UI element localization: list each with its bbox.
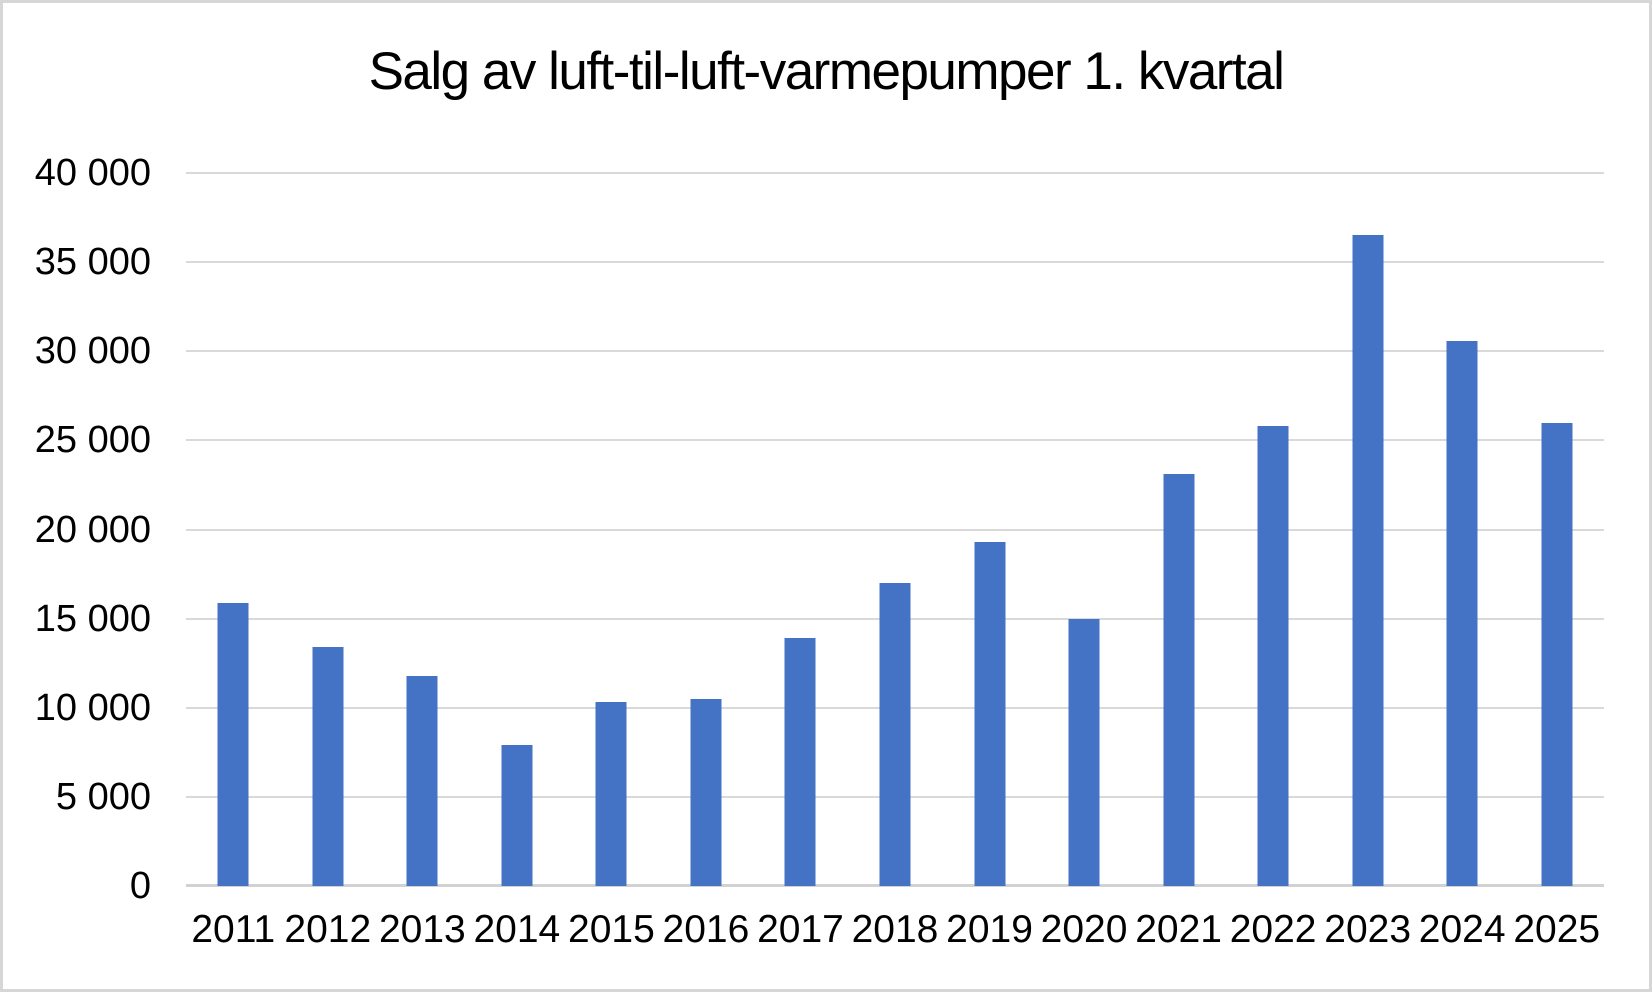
y-tick-label: 30 000 — [34, 330, 151, 373]
x-tick-label: 2011 — [191, 908, 276, 951]
bar-2025 — [1541, 422, 1573, 886]
gridline — [186, 439, 1604, 442]
x-tick-label: 2016 — [662, 908, 750, 951]
bar-2016 — [690, 698, 722, 886]
x-tick-label: 2025 — [1513, 908, 1601, 951]
bar-column-2021 — [1131, 173, 1226, 886]
x-tick-label: 2024 — [1418, 908, 1506, 951]
y-tick-label: 15 000 — [34, 597, 151, 640]
bar-column-2022 — [1226, 173, 1321, 886]
bar-column-2023 — [1320, 173, 1415, 886]
bar-column-2016 — [659, 173, 754, 886]
chart-title: Salg av luft-til-luft-varmepumper 1. kva… — [368, 42, 1285, 101]
bar-2014 — [501, 745, 533, 886]
bar-2020 — [1068, 618, 1100, 886]
plot-area — [186, 172, 1604, 887]
x-tick-label: 2014 — [473, 908, 561, 951]
bar-column-2024 — [1415, 173, 1510, 886]
y-tick-label: 0 — [129, 865, 151, 907]
y-tick-label: 25 000 — [34, 419, 151, 462]
bar-column-2014 — [470, 173, 565, 886]
y-tick-label: 20 000 — [34, 508, 151, 551]
bar-column-2020 — [1037, 173, 1132, 886]
bar-column-2013 — [375, 173, 470, 886]
bar-2024 — [1446, 340, 1478, 886]
x-tick-label: 2018 — [851, 908, 939, 951]
y-tick-label: 5 000 — [55, 775, 151, 818]
x-tick-label: 2022 — [1229, 908, 1317, 951]
x-tick-label: 2013 — [378, 908, 466, 951]
x-tick-label: 2023 — [1324, 908, 1412, 951]
x-tick-label: 2017 — [757, 908, 844, 951]
bar-column-2015 — [564, 173, 659, 886]
y-axis: 0 5 000 10 000 15 000 20 000 25 000 30 000 35 0… — [3, 152, 151, 907]
y-tick-label: 10 000 — [34, 686, 151, 729]
bar-2011 — [217, 602, 249, 886]
x-tick-label: 2021 — [1135, 908, 1222, 951]
bar-column-2012 — [281, 173, 376, 886]
gridline — [186, 172, 1604, 174]
x-tick-label: 2020 — [1040, 908, 1128, 951]
bar-2013 — [406, 675, 438, 886]
bar-column-2018 — [848, 173, 943, 886]
y-tick-label: 40 000 — [34, 152, 151, 194]
x-tick-label: 2012 — [284, 908, 372, 951]
bar-2017 — [784, 638, 816, 886]
bar-2015 — [595, 702, 627, 886]
bar-column-2019 — [942, 173, 1037, 886]
bar-column-2025 — [1509, 173, 1604, 886]
gridline — [186, 350, 1604, 353]
bar-2019 — [974, 541, 1006, 886]
gridline — [186, 528, 1604, 531]
bar-2023 — [1352, 235, 1384, 886]
x-tick-label: 2015 — [568, 908, 655, 951]
bar-2012 — [312, 647, 344, 886]
bar-2021 — [1163, 474, 1195, 886]
bar-2018 — [879, 582, 911, 886]
x-axis: 2011 2012 2013 2014 2015 2016 2017 2018 2019 2020… — [186, 908, 1604, 952]
bar-column-2011 — [186, 173, 281, 886]
gridline — [186, 261, 1604, 264]
bars-layer — [186, 173, 1604, 886]
bar-column-2017 — [753, 173, 848, 886]
y-tick-label: 35 000 — [34, 241, 151, 284]
x-tick-label: 2019 — [946, 908, 1033, 951]
bar-2022 — [1257, 426, 1289, 886]
